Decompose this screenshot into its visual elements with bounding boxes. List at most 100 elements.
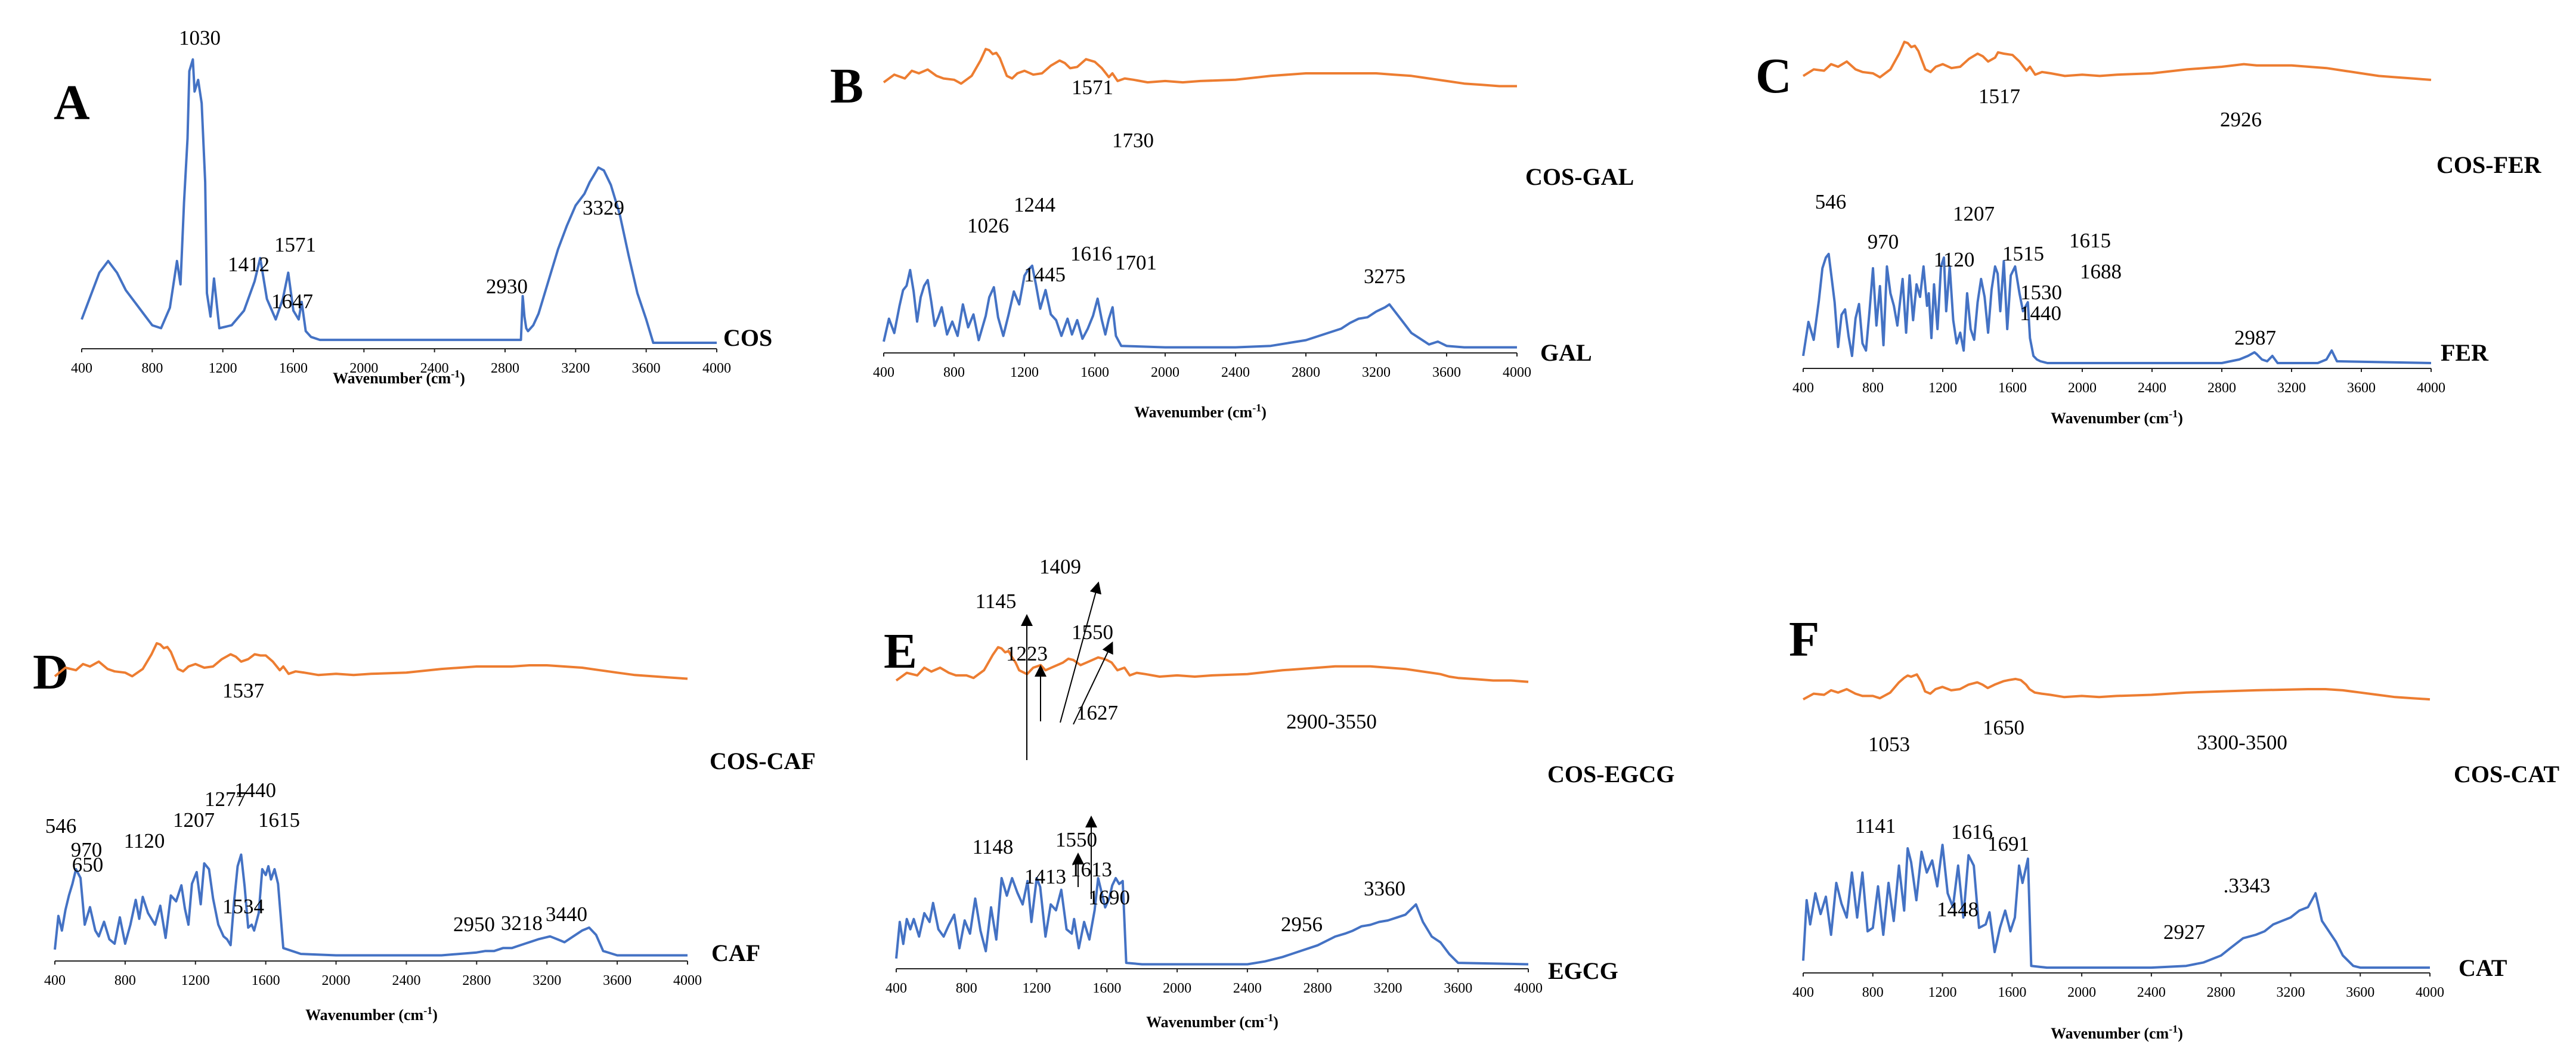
x-tick-label-a-9: 4000 <box>702 361 731 376</box>
annotation-arrow-e-3 <box>1073 641 1113 725</box>
peak-label-f-7: .3343 <box>2224 874 2271 897</box>
peak-label-e-5: 2900-3550 <box>1286 710 1377 733</box>
x-tick-label-b-7: 3200 <box>1362 365 1391 380</box>
peak-label-f-5: 1691 <box>1987 832 2029 855</box>
x-tick-label-c-0: 400 <box>1792 380 1814 396</box>
x-tick-label-e-9: 4000 <box>1514 981 1543 996</box>
peak-label-a-4: 2930 <box>486 275 528 298</box>
panel-label-d: D <box>33 644 69 700</box>
x-tick-label-f-7: 3200 <box>2276 985 2305 1000</box>
peak-label-c-10: 1688 <box>2080 260 2122 283</box>
peak-label-e-4: 1627 <box>1076 701 1118 724</box>
x-tick-label-d-6: 2800 <box>462 973 491 988</box>
x-axis-label-sup: -1 <box>2169 408 2178 420</box>
x-tick-label-d-0: 400 <box>44 973 66 988</box>
x-tick-label-d-8: 3600 <box>603 973 631 988</box>
x-axis-label-close: ) <box>460 370 465 387</box>
x-axis-label-text: Wavenumber (cm <box>2051 410 2169 427</box>
x-tick-label-c-4: 2000 <box>2068 380 2097 396</box>
x-axis-label-sup: -1 <box>423 1005 432 1016</box>
peak-label-d-7: 1440 <box>234 779 276 802</box>
x-tick-label-b-1: 800 <box>943 365 965 380</box>
x-tick-label-e-6: 2800 <box>1304 981 1332 996</box>
x-tick-label-d-9: 4000 <box>673 973 702 988</box>
x-axis-label-text: Wavenumber (cm <box>333 370 451 387</box>
x-tick-label-b-8: 3600 <box>1432 365 1461 380</box>
x-tick-label-d-5: 2400 <box>392 973 420 988</box>
peak-label-d-9: 1534 <box>222 895 264 918</box>
peak-label-f-3: 1141 <box>1855 814 1896 838</box>
peak-label-c-6: 1515 <box>2002 242 2044 265</box>
x-tick-label-c-6: 2800 <box>2207 380 2236 396</box>
series-label-cos-gal: COS-GAL <box>1525 163 1634 190</box>
peak-label-c-4: 1207 <box>1953 202 1995 225</box>
series-label-cos-egcg: COS-EGCG <box>1547 761 1674 788</box>
x-axis-label-text: Wavenumber (cm <box>2051 1025 2169 1042</box>
peak-label-b-1: 1730 <box>1112 129 1154 152</box>
peak-label-b-0: 1571 <box>1072 76 1113 99</box>
x-tick-label-a-2: 1200 <box>209 361 237 376</box>
peak-label-c-11: 2987 <box>2234 326 2276 349</box>
peak-label-c-3: 970 <box>1868 230 1899 253</box>
peak-label-e-10: 1690 <box>1088 886 1130 909</box>
x-tick-label-f-0: 400 <box>1792 985 1814 1000</box>
x-tick-label-f-4: 2000 <box>2067 985 2096 1000</box>
peak-label-b-4: 1445 <box>1024 263 1066 286</box>
x-axis-label-c: Wavenumber (cm-1) <box>2051 408 2183 427</box>
peak-label-b-6: 1701 <box>1115 251 1157 274</box>
x-tick-label-d-3: 1600 <box>252 973 280 988</box>
x-tick-label-f-2: 1200 <box>1928 985 1957 1000</box>
x-axis-label-text: Wavenumber (cm <box>305 1006 423 1024</box>
peak-label-e-6: 1148 <box>973 835 1014 858</box>
peak-label-c-2: 546 <box>1815 190 1847 213</box>
series-line-cos-gal <box>883 48 1517 88</box>
x-tick-label-a-3: 1600 <box>279 361 308 376</box>
x-tick-label-b-0: 400 <box>873 365 894 380</box>
series-line-egcg <box>895 877 1529 966</box>
x-axis-label-text: Wavenumber (cm <box>1134 404 1252 421</box>
peak-label-e-0: 1409 <box>1039 555 1081 578</box>
panel-d: D 400 800 1200 1600 2000 2400 2800 3200 3600 4000 W… <box>33 642 816 1024</box>
series-line-cos-fer <box>1802 41 2432 81</box>
peak-label-b-5: 1616 <box>1070 242 1112 265</box>
peak-label-f-0: 1053 <box>1868 733 1910 756</box>
peak-label-e-2: 1550 <box>1072 621 1113 644</box>
peak-label-e-8: 1413 <box>1024 865 1066 888</box>
series-line-cos-caf <box>54 642 688 680</box>
peak-label-c-1: 2926 <box>2220 108 2262 131</box>
panel-e: E 400 800 1200 1600 2000 2400 2800 3200 3600 4000 W… <box>884 555 1674 1031</box>
x-tick-label-b-9: 4000 <box>1503 365 1531 380</box>
peak-label-d-3: 970 <box>71 838 103 861</box>
x-tick-label-b-5: 2400 <box>1221 365 1250 380</box>
peak-label-d-11: 3218 <box>501 912 543 935</box>
peak-label-c-9: 1615 <box>2069 229 2111 252</box>
panel-label-f: F <box>1789 612 1819 667</box>
x-tick-label-f-6: 2800 <box>2207 985 2236 1000</box>
panel-f: F 400 800 1200 1600 2000 2400 2800 3200 3600 4000 W… <box>1789 612 2559 1042</box>
peak-label-e-7: 1550 <box>1055 828 1097 851</box>
series-line-fer <box>1802 253 2432 364</box>
peak-label-b-2: 1026 <box>967 214 1009 237</box>
x-axis-label-sup: -1 <box>1264 1012 1273 1024</box>
x-tick-label-a-0: 400 <box>71 361 92 376</box>
x-axis-label-sup: -1 <box>451 368 460 380</box>
x-axis-label-f: Wavenumber (cm-1) <box>2051 1023 2183 1042</box>
x-tick-label-e-7: 3200 <box>1373 981 1402 996</box>
x-axis-label-sup: -1 <box>1252 402 1261 414</box>
x-tick-label-e-3: 1600 <box>1092 981 1121 996</box>
x-tick-label-f-5: 2400 <box>2137 985 2166 1000</box>
series-line-cos <box>80 58 717 344</box>
x-tick-label-e-5: 2400 <box>1233 981 1262 996</box>
x-tick-label-d-2: 1200 <box>181 973 210 988</box>
x-axis-label-d: Wavenumber (cm-1) <box>305 1005 438 1024</box>
series-label-cat: CAT <box>2459 954 2507 981</box>
x-tick-label-f-1: 800 <box>1862 985 1884 1000</box>
peak-label-c-5: 1120 <box>1934 248 1975 271</box>
peak-label-d-2: 650 <box>72 853 104 876</box>
peak-label-f-1: 1650 <box>1983 716 2024 739</box>
x-axis-label-close: ) <box>2178 410 2183 427</box>
x-tick-label-e-0: 400 <box>886 981 907 996</box>
x-axis-label-close: ) <box>2178 1025 2183 1042</box>
x-tick-label-e-8: 3600 <box>1444 981 1472 996</box>
